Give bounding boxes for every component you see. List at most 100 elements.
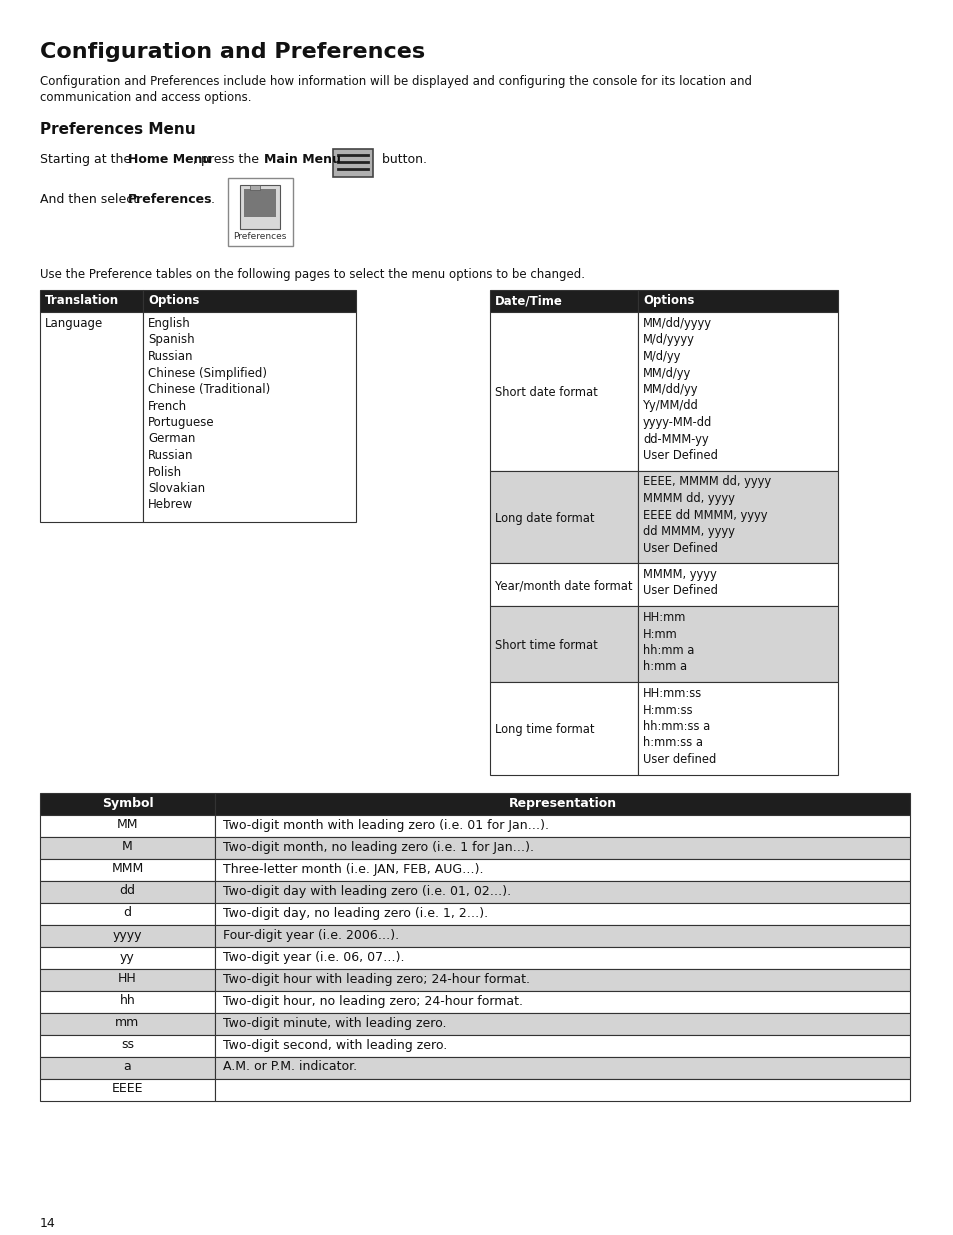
Text: Translation: Translation xyxy=(45,294,119,308)
Bar xyxy=(214,858,909,881)
Text: yy: yy xyxy=(120,951,134,963)
Text: Portuguese: Portuguese xyxy=(148,416,214,429)
Bar xyxy=(40,836,214,858)
Text: hh:mm:ss a: hh:mm:ss a xyxy=(642,720,709,734)
Text: Two-digit hour with leading zero; 24-hour format.: Two-digit hour with leading zero; 24-hou… xyxy=(223,972,530,986)
Bar xyxy=(214,925,909,946)
Bar xyxy=(40,903,214,925)
Bar xyxy=(638,682,837,774)
Text: MM: MM xyxy=(116,819,138,831)
Bar xyxy=(638,471,837,563)
Bar xyxy=(143,312,355,522)
Text: yyyy: yyyy xyxy=(112,929,142,941)
Text: hh: hh xyxy=(119,994,135,1008)
Bar xyxy=(214,1056,909,1078)
Text: Chinese (Traditional): Chinese (Traditional) xyxy=(148,383,270,396)
Text: Four-digit year (i.e. 2006…).: Four-digit year (i.e. 2006…). xyxy=(223,929,398,941)
Text: French: French xyxy=(148,399,187,412)
Text: MMM: MMM xyxy=(112,862,144,876)
Text: User defined: User defined xyxy=(642,753,716,766)
Text: button.: button. xyxy=(377,153,427,165)
Text: M/d/yy: M/d/yy xyxy=(642,350,680,363)
Bar xyxy=(490,682,638,774)
Text: H:mm: H:mm xyxy=(642,627,677,641)
Bar xyxy=(490,606,638,682)
Text: German: German xyxy=(148,432,195,446)
Text: A.M. or P.M. indicator.: A.M. or P.M. indicator. xyxy=(223,1061,356,1073)
Bar xyxy=(40,312,143,522)
Bar xyxy=(40,990,214,1013)
Bar xyxy=(250,185,260,190)
Bar xyxy=(214,793,909,815)
Text: MM/dd/yyyy: MM/dd/yyyy xyxy=(642,317,711,330)
Bar xyxy=(214,1078,909,1100)
Text: Long date format: Long date format xyxy=(495,511,594,525)
Bar xyxy=(40,793,214,815)
Text: M/d/yyyy: M/d/yyyy xyxy=(642,333,694,347)
Text: communication and access options.: communication and access options. xyxy=(40,91,252,104)
Text: .: . xyxy=(207,193,215,206)
Text: M: M xyxy=(122,841,132,853)
Bar xyxy=(40,1078,214,1100)
Text: dd MMMM, yyyy: dd MMMM, yyyy xyxy=(642,525,734,538)
Text: yyyy-MM-dd: yyyy-MM-dd xyxy=(642,416,712,429)
Text: Two-digit month with leading zero (i.e. 01 for Jan…).: Two-digit month with leading zero (i.e. … xyxy=(223,819,548,831)
Text: EEEE dd MMMM, yyyy: EEEE dd MMMM, yyyy xyxy=(642,509,767,521)
Text: ss: ss xyxy=(121,1039,133,1051)
Text: Two-digit month, no leading zero (i.e. 1 for Jan…).: Two-digit month, no leading zero (i.e. 1… xyxy=(223,841,534,853)
Text: English: English xyxy=(148,317,191,330)
Text: Two-digit day, no leading zero (i.e. 1, 2…).: Two-digit day, no leading zero (i.e. 1, … xyxy=(223,906,488,920)
Bar xyxy=(40,1056,214,1078)
Bar xyxy=(214,946,909,968)
Text: Representation: Representation xyxy=(508,797,616,809)
Text: Russian: Russian xyxy=(148,350,193,363)
Text: HH:mm: HH:mm xyxy=(642,611,685,624)
Text: Yy/MM/dd: Yy/MM/dd xyxy=(642,399,698,412)
Text: Configuration and Preferences: Configuration and Preferences xyxy=(40,42,425,62)
Text: Options: Options xyxy=(642,294,694,308)
Text: Use the Preference tables on the following pages to select the menu options to b: Use the Preference tables on the followi… xyxy=(40,268,584,282)
Bar xyxy=(244,189,275,217)
Bar xyxy=(214,903,909,925)
Text: Chinese (Simplified): Chinese (Simplified) xyxy=(148,367,267,379)
Bar xyxy=(490,471,638,563)
Bar xyxy=(40,1013,214,1035)
Text: d: d xyxy=(123,906,132,920)
Text: MM/d/yy: MM/d/yy xyxy=(642,367,691,379)
Bar xyxy=(638,290,837,312)
Text: Preferences Menu: Preferences Menu xyxy=(40,122,195,137)
Text: Spanish: Spanish xyxy=(148,333,194,347)
Text: dd: dd xyxy=(119,884,135,898)
Bar xyxy=(490,290,638,312)
Text: Two-digit day with leading zero (i.e. 01, 02…).: Two-digit day with leading zero (i.e. 01… xyxy=(223,884,511,898)
Bar xyxy=(40,881,214,903)
Text: HH:mm:ss: HH:mm:ss xyxy=(642,687,701,700)
Bar xyxy=(40,858,214,881)
Bar xyxy=(40,925,214,946)
Text: User Defined: User Defined xyxy=(642,541,717,555)
Text: Three-letter month (i.e. JAN, FEB, AUG…).: Three-letter month (i.e. JAN, FEB, AUG…)… xyxy=(223,862,483,876)
Text: Year/month date format: Year/month date format xyxy=(495,579,632,593)
Text: User Defined: User Defined xyxy=(642,584,717,598)
Bar xyxy=(40,815,214,836)
Text: Polish: Polish xyxy=(148,466,182,478)
Text: And then select: And then select xyxy=(40,193,142,206)
Text: h:mm:ss a: h:mm:ss a xyxy=(642,736,702,750)
Text: mm: mm xyxy=(115,1016,139,1030)
Bar xyxy=(228,178,293,246)
Text: MMMM dd, yyyy: MMMM dd, yyyy xyxy=(642,492,734,505)
Text: hh:mm a: hh:mm a xyxy=(642,643,694,657)
Text: h:mm a: h:mm a xyxy=(642,661,686,673)
Text: Date/Time: Date/Time xyxy=(495,294,562,308)
Text: Language: Language xyxy=(45,317,103,330)
Text: Two-digit minute, with leading zero.: Two-digit minute, with leading zero. xyxy=(223,1016,446,1030)
Text: H:mm:ss: H:mm:ss xyxy=(642,704,693,716)
Bar xyxy=(40,290,143,312)
Text: EEEE: EEEE xyxy=(112,1083,143,1095)
Text: 14: 14 xyxy=(40,1216,55,1230)
Text: Main Menu: Main Menu xyxy=(264,153,341,165)
Bar xyxy=(638,312,837,471)
Text: Home Menu: Home Menu xyxy=(128,153,212,165)
Bar xyxy=(638,563,837,606)
Bar xyxy=(214,881,909,903)
